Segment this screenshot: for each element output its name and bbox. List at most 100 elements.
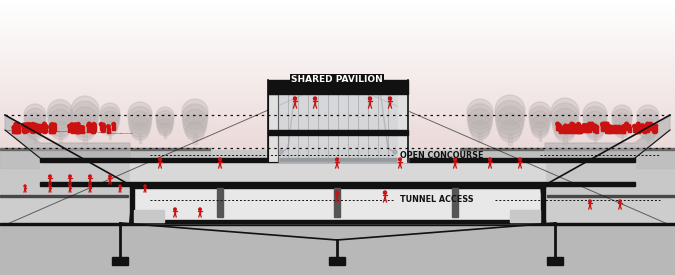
Bar <box>0 84 675 86</box>
Circle shape <box>551 98 579 126</box>
Circle shape <box>16 122 19 126</box>
Bar <box>0 99 675 101</box>
Circle shape <box>24 108 46 130</box>
Bar <box>601 125 604 130</box>
Bar <box>75 128 78 133</box>
Bar <box>16 127 18 132</box>
Bar <box>15 126 18 131</box>
Circle shape <box>529 102 551 124</box>
Bar <box>601 126 604 131</box>
Circle shape <box>576 125 579 128</box>
Circle shape <box>605 122 609 126</box>
Circle shape <box>555 121 575 142</box>
Circle shape <box>335 191 339 194</box>
Circle shape <box>383 191 387 194</box>
Bar <box>77 125 80 130</box>
Bar <box>622 128 625 133</box>
Bar <box>652 127 655 132</box>
Circle shape <box>578 126 583 129</box>
Circle shape <box>30 124 33 128</box>
Bar <box>559 128 562 133</box>
Circle shape <box>43 122 46 126</box>
Circle shape <box>649 122 653 126</box>
Bar <box>605 125 609 130</box>
Circle shape <box>585 124 589 128</box>
Bar <box>88 125 90 130</box>
Circle shape <box>88 175 91 178</box>
Bar <box>22 126 26 131</box>
Bar <box>0 20 675 21</box>
Bar <box>25 127 28 132</box>
Bar <box>76 128 78 133</box>
Bar <box>0 6 675 8</box>
Circle shape <box>613 125 617 129</box>
Bar <box>547 195 675 197</box>
Bar <box>593 134 597 143</box>
Circle shape <box>50 123 53 126</box>
Circle shape <box>90 124 94 127</box>
Circle shape <box>577 126 580 129</box>
Bar <box>0 87 675 89</box>
Bar <box>602 125 605 130</box>
Circle shape <box>53 123 57 127</box>
Circle shape <box>182 104 208 130</box>
Circle shape <box>627 124 631 128</box>
Bar <box>0 1 675 3</box>
Bar <box>643 128 647 133</box>
Bar <box>329 257 345 265</box>
Bar <box>605 126 608 131</box>
Bar <box>633 127 636 132</box>
Circle shape <box>595 125 599 129</box>
Circle shape <box>14 125 17 128</box>
Bar <box>75 128 78 133</box>
Bar <box>40 158 130 161</box>
Bar <box>0 148 210 150</box>
Circle shape <box>531 116 549 135</box>
Circle shape <box>159 123 171 136</box>
Circle shape <box>73 113 97 138</box>
Bar <box>138 134 142 143</box>
Bar <box>579 128 582 133</box>
Circle shape <box>92 123 97 127</box>
Circle shape <box>577 125 580 129</box>
Circle shape <box>637 122 640 126</box>
Circle shape <box>570 125 574 128</box>
Circle shape <box>75 125 78 129</box>
Circle shape <box>157 118 173 134</box>
Bar <box>0 145 675 147</box>
Circle shape <box>156 111 174 128</box>
Bar <box>0 116 675 117</box>
Bar <box>0 65 675 66</box>
Circle shape <box>653 126 657 129</box>
Polygon shape <box>545 115 670 158</box>
Circle shape <box>607 125 610 129</box>
Circle shape <box>622 125 625 129</box>
Circle shape <box>529 106 551 128</box>
Circle shape <box>71 101 99 129</box>
Bar <box>572 128 575 133</box>
Bar <box>578 128 580 133</box>
Bar <box>593 127 597 132</box>
Bar <box>37 128 40 133</box>
Bar <box>649 125 652 130</box>
Bar <box>74 127 77 132</box>
Circle shape <box>636 125 639 128</box>
Bar <box>0 66 675 68</box>
Bar <box>112 125 115 130</box>
Bar <box>568 127 570 132</box>
Bar <box>130 185 134 223</box>
Circle shape <box>131 122 148 140</box>
Bar <box>541 185 545 223</box>
Bar <box>0 59 675 60</box>
Bar <box>217 188 223 217</box>
Bar <box>52 126 55 131</box>
Circle shape <box>467 104 493 130</box>
Circle shape <box>614 118 630 135</box>
Circle shape <box>570 122 574 126</box>
Bar <box>27 126 30 131</box>
Bar <box>0 51 675 53</box>
Circle shape <box>156 107 174 125</box>
Bar <box>14 125 18 130</box>
Circle shape <box>75 120 95 141</box>
Bar <box>0 102 675 104</box>
